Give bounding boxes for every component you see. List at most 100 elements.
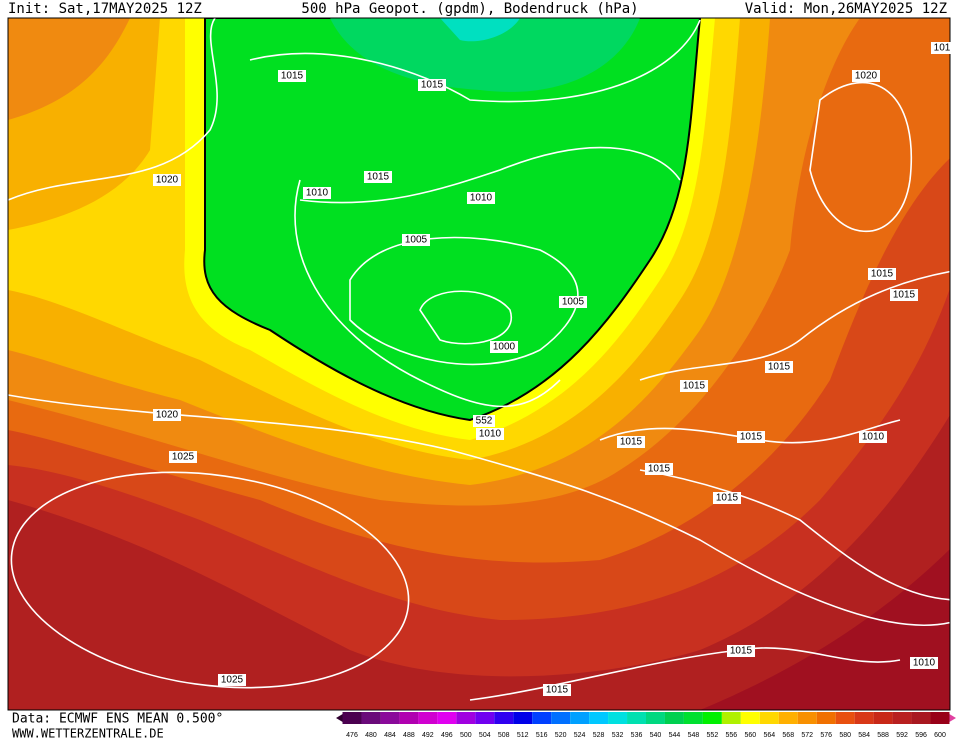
isobar-label-bg <box>543 684 571 696</box>
isobar-label: 1015 <box>648 464 671 475</box>
isobar-label: 1015 <box>768 362 791 373</box>
isobar-label-bg <box>278 70 306 82</box>
colorbar-swatch <box>456 712 476 724</box>
colorbar-label: 532 <box>612 732 624 739</box>
field <box>330 18 640 92</box>
isobar-label-bg <box>931 42 953 54</box>
colorbar-label: 576 <box>820 732 832 739</box>
isobar-label: 1010 <box>479 429 502 440</box>
isobar-label: 1005 <box>405 235 428 246</box>
isobar <box>8 18 218 201</box>
colorbar-label: 548 <box>688 732 700 739</box>
colorbar-swatch <box>759 712 779 724</box>
isobar-label: 1015 <box>740 432 763 443</box>
isobar <box>639 469 950 601</box>
colorbar-swatch <box>835 712 855 724</box>
isobar-label-bg <box>467 192 495 204</box>
isobar-label-bg <box>418 79 446 91</box>
isobar-label: 1015 <box>421 80 444 91</box>
isobar-label-bg <box>868 268 896 280</box>
isobar-label: 1015 <box>893 290 916 301</box>
colorbar-label: 520 <box>555 732 567 739</box>
colorbar-swatch <box>380 712 400 724</box>
colorbar-swatch <box>627 712 646 724</box>
isobar-label-bg <box>218 674 246 686</box>
isobar <box>809 81 913 233</box>
isobar <box>10 471 410 689</box>
colorbar-label: 500 <box>460 732 472 739</box>
isobar-label: 552 <box>476 416 493 427</box>
colorbar-swatch <box>892 712 912 724</box>
field <box>203 18 702 422</box>
colorbar-swatch <box>608 712 628 724</box>
isobar-label-bg <box>859 431 887 443</box>
colorbar-swatch <box>532 712 552 724</box>
isobar-label: 1015 <box>730 646 753 657</box>
isobar-label-bg <box>713 492 741 504</box>
colorbar-swatch <box>418 712 438 724</box>
colorbar-label: 540 <box>650 732 662 739</box>
isobar-label: 1010 <box>862 432 885 443</box>
isobar-label-bg <box>559 296 587 308</box>
isobar-label: 1000 <box>493 342 516 353</box>
data-source: Data: ECMWF ENS MEAN 0.500° <box>12 712 223 727</box>
map-frame <box>7 17 951 711</box>
colorbar-swatch <box>437 712 457 724</box>
map-area <box>8 18 950 710</box>
colorbar-label: 600 <box>934 732 946 739</box>
field <box>440 18 520 42</box>
colorbar-label: 572 <box>801 732 813 739</box>
colorbar-label: 556 <box>726 732 738 739</box>
isobar-label-bg <box>617 436 645 448</box>
isobar-label-bg <box>153 174 181 186</box>
colorbar-label: 508 <box>498 732 510 739</box>
isobar-label: 101 <box>934 43 951 54</box>
isobar-label-bg <box>490 341 518 353</box>
isobar-label-bg <box>727 645 755 657</box>
isobar <box>294 179 561 408</box>
map-title: 500 hPa Geopot. (gpdm), Bodendruck (hPa) <box>301 1 638 17</box>
colorbar-swatch <box>721 712 741 724</box>
isobar-label: 1015 <box>367 172 390 183</box>
init-time: Init: Sat,17MAY2025 12Z <box>8 1 202 17</box>
colorbar-label: 480 <box>365 732 377 739</box>
colorbar-label: 496 <box>441 732 453 739</box>
colorbar-swatch <box>930 712 950 724</box>
colorbar-swatch <box>494 712 514 724</box>
colorbar-label: 536 <box>631 732 643 739</box>
isobar-label: 1010 <box>470 193 493 204</box>
colorbar-label: 544 <box>669 732 681 739</box>
colorbar-swatch <box>797 712 817 724</box>
colorbar-label: 560 <box>744 732 756 739</box>
colorbar-label: 592 <box>896 732 908 739</box>
colorbar-swatch <box>854 712 874 724</box>
colorbar-label: 528 <box>593 732 605 739</box>
colorbar-swatch <box>551 712 571 724</box>
colorbar-swatch <box>342 712 362 724</box>
site: WWW.WETTERZENTRALE.DE <box>12 727 164 741</box>
colorbar-label: 564 <box>763 732 775 739</box>
colorbar-label: 488 <box>403 732 415 739</box>
isobar-label-bg <box>473 415 495 427</box>
colorbar-swatch <box>475 712 495 724</box>
colorbar-swatch <box>646 712 665 724</box>
colorbar-label: 588 <box>877 732 889 739</box>
colorbar-label: 504 <box>479 732 491 739</box>
colorbar-swatch <box>513 712 533 724</box>
colorbar-label: 584 <box>858 732 870 739</box>
isobar-label: 1015 <box>281 71 304 82</box>
colorbar-swatch <box>702 712 722 724</box>
isobar <box>299 146 681 204</box>
isobar-label: 1015 <box>871 269 894 280</box>
isobar-label: 1015 <box>716 493 739 504</box>
isobar-label-bg <box>169 451 197 463</box>
colorbar-label: 516 <box>536 732 548 739</box>
isobar-label-bg <box>737 431 765 443</box>
isobar <box>639 270 950 381</box>
colorbar-swatch <box>570 712 590 724</box>
isobar-label-bg <box>910 657 938 669</box>
colorbar-swatch <box>361 712 381 724</box>
isobar-label-bg <box>890 289 918 301</box>
isobar-label-bg <box>364 171 392 183</box>
